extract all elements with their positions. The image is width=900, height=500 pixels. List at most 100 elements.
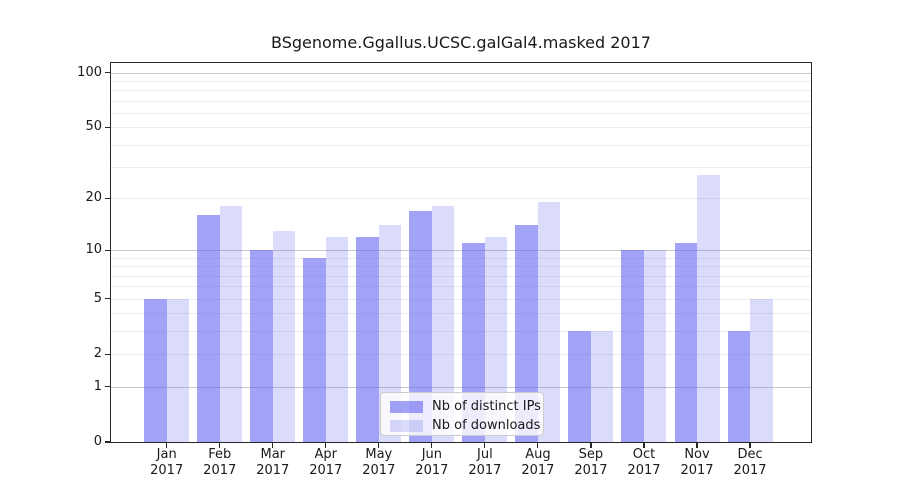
x-tick bbox=[325, 443, 327, 448]
x-tick-month: Sep bbox=[578, 447, 604, 462]
x-tick-month: Apr bbox=[314, 447, 338, 462]
bar-dec-distinct-ips bbox=[727, 331, 751, 443]
bar-may-distinct-ips bbox=[356, 236, 379, 443]
legend-swatch-distinct-ips-icon bbox=[390, 400, 423, 413]
bar-oct-downloads bbox=[643, 250, 667, 443]
x-tick bbox=[484, 443, 486, 448]
x-tick-month: Feb bbox=[208, 447, 232, 462]
gridline-minor bbox=[111, 313, 811, 315]
x-tick-label: Jul 2017 bbox=[453, 447, 517, 479]
y-tick-label: 100 bbox=[77, 64, 102, 80]
legend-swatch-downloads-icon bbox=[390, 419, 423, 432]
y-tick-label: 0 bbox=[93, 434, 102, 449]
x-tick-year: 2017 bbox=[362, 463, 396, 478]
bar-aug-distinct-ips bbox=[515, 225, 538, 443]
x-tick bbox=[643, 443, 645, 448]
legend-entry-distinct-ips: Nb of distinct IPs bbox=[390, 398, 541, 415]
gridline-minor bbox=[111, 167, 811, 169]
y-tick bbox=[105, 126, 110, 129]
bar-apr-downloads bbox=[325, 236, 349, 443]
legend: Nb of distinct IPs Nb of downloads bbox=[380, 392, 544, 436]
x-tick-month: Jul bbox=[477, 447, 493, 462]
bar-may-downloads bbox=[378, 225, 402, 443]
bar-jan-downloads bbox=[166, 298, 190, 443]
bar-sep-distinct-ips bbox=[568, 331, 591, 443]
gridline-minor bbox=[111, 113, 811, 115]
x-tick-label: Jan 2017 bbox=[135, 447, 199, 479]
bar-nov-downloads bbox=[697, 175, 720, 443]
x-tick bbox=[219, 443, 221, 448]
legend-label-distinct-ips: Nb of distinct IPs bbox=[432, 399, 541, 414]
gridline-minor bbox=[111, 198, 811, 200]
bar-oct-distinct-ips bbox=[621, 250, 644, 443]
bar-nov-distinct-ips bbox=[674, 243, 697, 443]
x-tick-year: 2017 bbox=[733, 463, 767, 478]
x-tick bbox=[696, 443, 698, 448]
x-tick bbox=[272, 443, 274, 448]
x-tick bbox=[749, 443, 751, 448]
x-tick-year: 2017 bbox=[468, 463, 502, 478]
legend-label-downloads: Nb of downloads bbox=[432, 418, 541, 433]
x-tick-label: Nov 2017 bbox=[665, 447, 729, 479]
x-tick-year: 2017 bbox=[627, 463, 661, 478]
y-tick bbox=[105, 441, 110, 443]
bar-apr-distinct-ips bbox=[303, 257, 326, 443]
gridline-minor bbox=[111, 81, 811, 83]
x-tick-label: Sep 2017 bbox=[559, 447, 623, 479]
gridline-minor bbox=[111, 100, 811, 102]
x-tick-month: Jun bbox=[421, 447, 442, 462]
gridline-minor bbox=[111, 331, 811, 333]
gridline-minor bbox=[111, 275, 811, 277]
y-tick-label: 1 bbox=[93, 378, 102, 394]
gridline-major bbox=[111, 386, 811, 388]
x-tick-year: 2017 bbox=[680, 463, 714, 478]
x-tick-month: Oct bbox=[632, 447, 656, 462]
x-tick-label: May 2017 bbox=[347, 447, 411, 479]
x-tick bbox=[378, 443, 380, 448]
gridline-major bbox=[111, 250, 811, 252]
legend-entry-downloads: Nb of downloads bbox=[390, 417, 540, 434]
gridline-minor bbox=[111, 298, 811, 300]
bar-dec-downloads bbox=[750, 298, 773, 443]
gridline-major bbox=[111, 72, 811, 74]
x-tick-label: Aug 2017 bbox=[506, 447, 570, 479]
x-tick-month: Nov bbox=[684, 447, 710, 462]
gridline-minor bbox=[111, 144, 811, 146]
gridline-minor bbox=[111, 354, 811, 356]
x-tick bbox=[537, 443, 539, 448]
gridline-minor bbox=[111, 90, 811, 92]
bar-mar-distinct-ips bbox=[250, 250, 273, 443]
x-tick-year: 2017 bbox=[574, 463, 608, 478]
x-tick-year: 2017 bbox=[521, 463, 555, 478]
y-tick bbox=[105, 249, 110, 251]
y-tick-label: 5 bbox=[93, 290, 102, 306]
y-tick-label: 50 bbox=[85, 119, 102, 135]
x-tick-year: 2017 bbox=[415, 463, 449, 478]
x-tick-month: Aug bbox=[525, 447, 551, 462]
y-tick bbox=[105, 353, 110, 355]
x-tick bbox=[431, 443, 433, 448]
x-tick-month: Dec bbox=[737, 447, 763, 462]
bar-mar-downloads bbox=[272, 230, 296, 443]
y-tick-label: 20 bbox=[85, 190, 102, 206]
y-tick bbox=[105, 197, 110, 200]
x-tick-label: Dec 2017 bbox=[718, 447, 782, 479]
bar-jan-distinct-ips bbox=[144, 298, 167, 443]
bar-sep-downloads bbox=[590, 331, 614, 443]
x-tick-label: Mar 2017 bbox=[241, 447, 305, 479]
y-tick-label: 2 bbox=[93, 346, 102, 362]
gridline-minor bbox=[111, 286, 811, 288]
y-tick bbox=[105, 298, 110, 300]
bar-jun-distinct-ips bbox=[409, 210, 432, 443]
bar-jun-downloads bbox=[431, 206, 455, 443]
y-tick-label: 10 bbox=[85, 242, 102, 258]
x-tick-label: Apr 2017 bbox=[294, 447, 358, 479]
gridline-minor bbox=[111, 257, 811, 259]
chart-title: BSgenome.Ggallus.UCSC.galGal4.masked 201… bbox=[271, 33, 651, 52]
gridline-minor bbox=[111, 127, 811, 129]
x-tick-month: Mar bbox=[260, 447, 286, 462]
x-tick-label: Feb 2017 bbox=[188, 447, 252, 479]
y-tick bbox=[105, 385, 110, 388]
y-tick bbox=[105, 72, 110, 74]
